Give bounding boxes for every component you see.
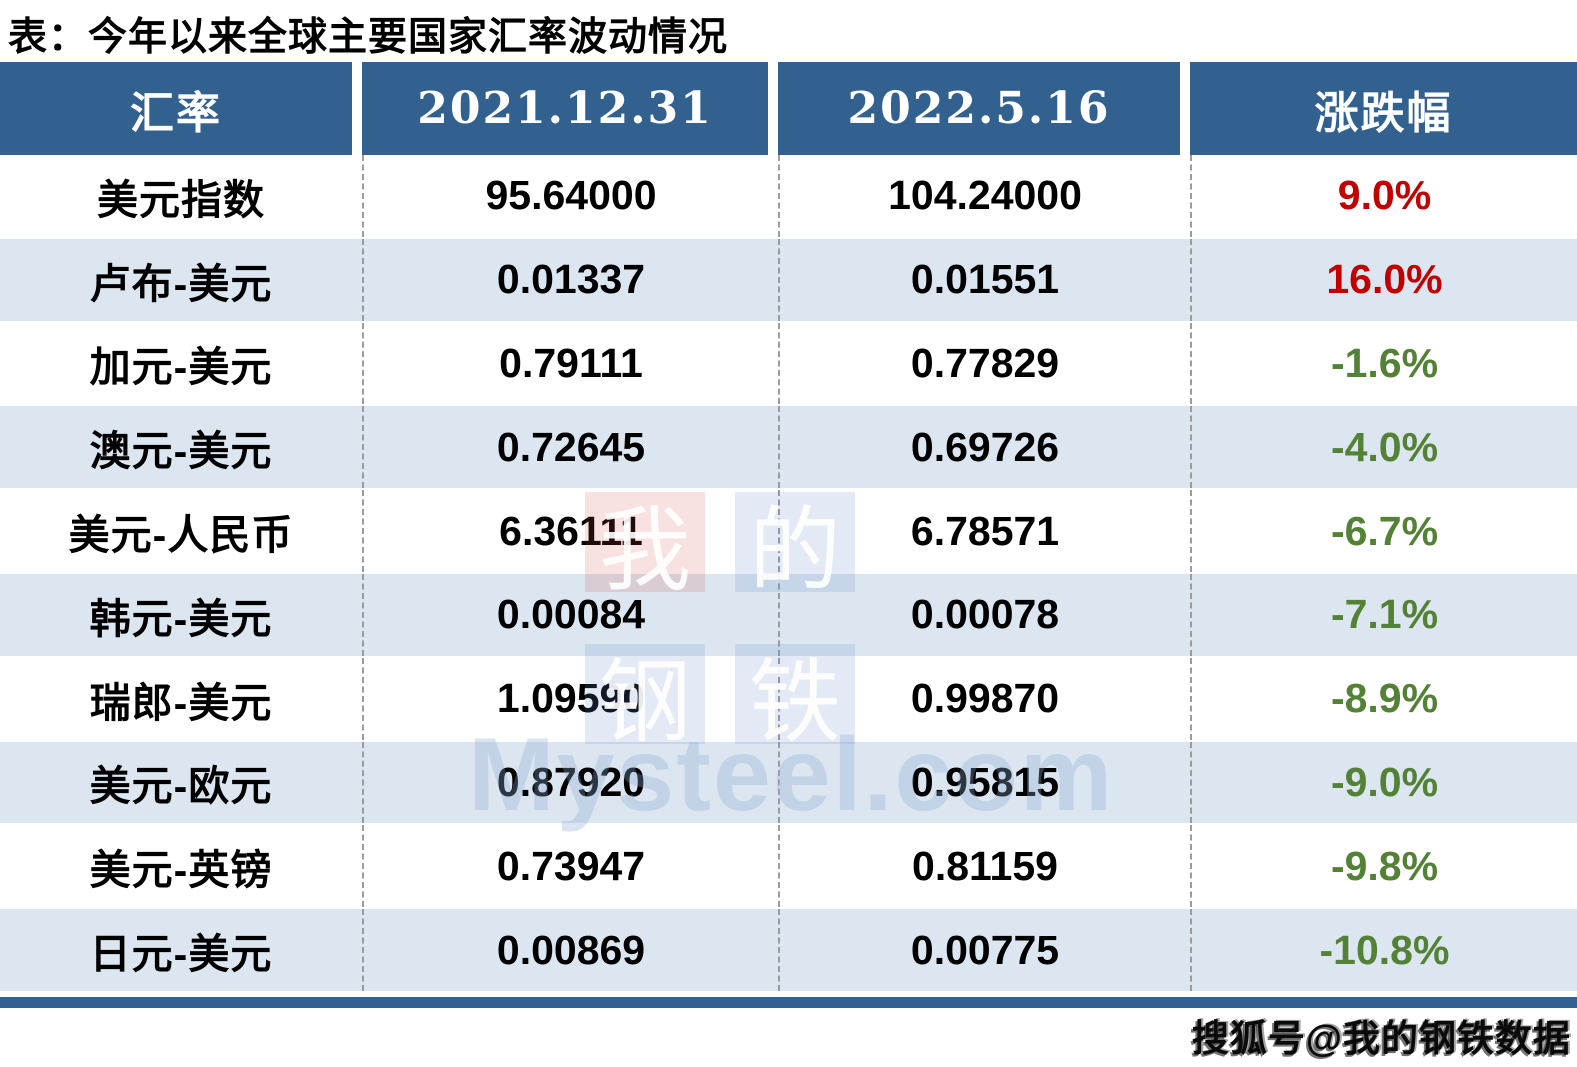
currency-pair-label: 加元-美元 [89, 344, 273, 391]
table-row: 美元-人民币 6.36111 6.78571 -6.7% [0, 490, 1577, 574]
change-percent: -8.9% [1190, 657, 1577, 740]
change-percent: -6.7% [1190, 490, 1577, 572]
change-percent: 16.0% [1190, 238, 1577, 321]
attribution-text: 搜狐号@我的钢铁数据 [1191, 1018, 1571, 1059]
table-row: 美元-欧元 0.87920 0.95815 -9.0% [0, 741, 1577, 826]
value-2021-12-31: 0.00084 [362, 573, 778, 656]
value-2021-12-31: 1.09590 [362, 657, 778, 740]
table-row: 美元-英镑 0.73947 0.81159 -9.8% [0, 825, 1577, 910]
table-row: 瑞郎-美元 1.09590 0.99870 -8.9% [0, 657, 1577, 742]
table-header-row: 汇率 2021.12.31 2022.5.16 涨跌幅 [0, 62, 1577, 155]
value-2021-12-31: 6.36111 [362, 490, 778, 572]
value-2021-12-31: 0.00869 [362, 909, 778, 991]
value-2022-5-16: 0.00775 [778, 909, 1190, 991]
value-2022-5-16: 6.78571 [778, 490, 1190, 572]
change-percent: -9.0% [1190, 741, 1577, 824]
value-2022-5-16: 0.99870 [778, 657, 1190, 740]
change-percent: -7.1% [1190, 573, 1577, 656]
change-percent: -9.8% [1190, 825, 1577, 908]
table-row: 加元-美元 0.79111 0.77829 -1.6% [0, 322, 1577, 407]
value-2022-5-16: 0.77829 [778, 322, 1190, 405]
value-2022-5-16: 0.00078 [778, 573, 1190, 656]
currency-pair-label: 日元-美元 [89, 931, 273, 978]
currency-pair-label: 美元-欧元 [89, 763, 273, 810]
column-header-date-2022-5-16: 2022.5.16 [778, 62, 1190, 155]
value-2021-12-31: 0.73947 [362, 825, 778, 908]
change-percent: -4.0% [1190, 406, 1577, 489]
table-row: 澳元-美元 0.72645 0.69726 -4.0% [0, 406, 1577, 491]
table-row: 美元指数 95.64000 104.24000 9.0% [0, 155, 1577, 239]
table-bottom-border [0, 997, 1577, 1008]
change-percent: -1.6% [1190, 322, 1577, 405]
table-row: 卢布-美元 0.01337 0.01551 16.0% [0, 238, 1577, 323]
table-row: 韩元-美元 0.00084 0.00078 -7.1% [0, 573, 1577, 658]
value-2021-12-31: 0.72645 [362, 406, 778, 489]
value-2022-5-16: 0.01551 [778, 238, 1190, 321]
currency-pair-label: 美元指数 [97, 176, 265, 223]
change-percent: 9.0% [1190, 155, 1577, 237]
currency-pair-label: 澳元-美元 [89, 428, 273, 475]
table-row: 日元-美元 0.00869 0.00775 -10.8% [0, 909, 1577, 993]
page-title: 表：今年以来全球主要国家汇率波动情况 [8, 16, 729, 59]
value-2021-12-31: 0.87920 [362, 741, 778, 824]
currency-pair-label: 美元-英镑 [89, 847, 273, 894]
value-2022-5-16: 0.95815 [778, 741, 1190, 824]
currency-pair-label: 瑞郎-美元 [89, 679, 273, 726]
value-2021-12-31: 0.01337 [362, 238, 778, 321]
fx-rates-table: 汇率 2021.12.31 2022.5.16 涨跌幅 美元指数 95.6400… [0, 62, 1577, 993]
value-2021-12-31: 95.64000 [362, 155, 778, 237]
currency-pair-label: 美元-人民币 [68, 512, 294, 559]
change-percent: -10.8% [1190, 909, 1577, 991]
value-2022-5-16: 104.24000 [778, 155, 1190, 237]
column-header-date-2021-12-31: 2021.12.31 [362, 62, 778, 155]
value-2021-12-31: 0.79111 [362, 322, 778, 405]
currency-pair-label: 卢布-美元 [89, 260, 273, 307]
table-body: 美元指数 95.64000 104.24000 9.0% 卢布-美元 0.013… [0, 155, 1577, 993]
column-header-change: 涨跌幅 [1190, 62, 1577, 155]
value-2022-5-16: 0.69726 [778, 406, 1190, 489]
value-2022-5-16: 0.81159 [778, 825, 1190, 908]
currency-pair-label: 韩元-美元 [89, 595, 273, 642]
column-header-rate: 汇率 [0, 62, 362, 155]
